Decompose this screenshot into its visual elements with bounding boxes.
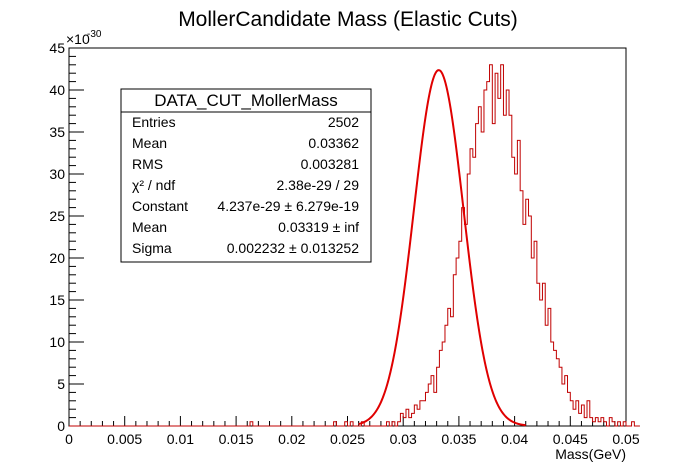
x-tick-label: 0.015 — [219, 431, 254, 447]
x-tick-label: 0.005 — [107, 431, 142, 447]
stats-row-label: Constant — [132, 198, 188, 214]
stats-box-title: DATA_CUT_MollerMass — [154, 91, 338, 110]
stats-row-value: 4.237e-29 ± 6.279e-19 — [217, 198, 359, 214]
stats-box: DATA_CUT_MollerMass Entries 2502 Mean 0.033… — [120, 88, 372, 263]
stats-row-value: 2.38e-29 / 29 — [276, 177, 359, 193]
x-tick-label: 0.05 — [612, 431, 639, 447]
gaussian-fit-line — [358, 69, 526, 427]
x-axis-label: Mass(GeV) — [555, 446, 626, 462]
stats-row-label: RMS — [132, 156, 163, 172]
y-multiplier-exponent: -30 — [87, 29, 102, 40]
x-tick-label: 0.01 — [167, 431, 194, 447]
stats-row-value: 0.003281 — [301, 156, 360, 172]
y-tick-label: 25 — [49, 208, 65, 224]
y-tick-label: 5 — [57, 376, 65, 392]
x-tick-label: 0.04 — [501, 431, 528, 447]
x-tick-label: 0.03 — [390, 431, 417, 447]
stats-row-value: 2502 — [328, 114, 359, 130]
y-tick-label: 45 — [49, 40, 65, 56]
histogram-series — [69, 64, 640, 427]
x-tick-label: 0.02 — [278, 431, 305, 447]
x-tick-label: 0.025 — [330, 431, 365, 447]
y-tick-label: 40 — [49, 82, 65, 98]
stats-row-label: Sigma — [132, 240, 172, 256]
y-multiplier-base: ×10 — [66, 31, 90, 47]
x-tick-label: 0.035 — [441, 431, 476, 447]
chart-title: MollerCandidate Mass (Elastic Cuts) — [178, 8, 518, 31]
stats-box-frame — [120, 88, 372, 263]
y-tick-label: 10 — [49, 334, 65, 350]
y-axis: 0 5 10 15 20 25 30 35 40 45 — [49, 40, 84, 434]
y-tick-label: 20 — [49, 250, 65, 266]
stats-row-value: 0.03319 ± inf — [278, 219, 359, 235]
stats-row-value: 0.03362 — [308, 135, 359, 151]
x-axis: 0 0.005 0.01 0.015 0.02 0.025 0.03 0.035 0.04 0.0… — [65, 416, 640, 447]
y-multiplier: ×10 -30 — [66, 29, 102, 47]
y-tick-label: 15 — [49, 292, 65, 308]
y-tick-label: 0 — [57, 418, 65, 434]
stats-row-label: Mean — [132, 219, 167, 235]
x-tick-label: 0.045 — [553, 431, 588, 447]
y-tick-label: 30 — [49, 166, 65, 182]
stats-row-label: Entries — [132, 114, 176, 130]
stats-row-label: χ² / ndf — [132, 177, 175, 193]
stats-row-value: 0.002232 ± 0.013252 — [227, 240, 359, 256]
x-tick-label: 0 — [65, 431, 73, 447]
y-tick-label: 35 — [49, 124, 65, 140]
stats-row-label: Mean — [132, 135, 167, 151]
stats-box-rows: Entries 2502 Mean 0.03362 RMS 0.003281 χ² / nd… — [132, 114, 359, 256]
